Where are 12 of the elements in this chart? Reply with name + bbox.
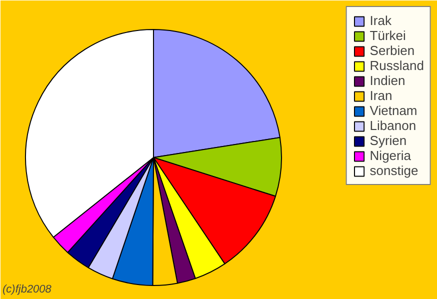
- text: (c)fjb2008: [2, 284, 52, 296]
- legend-label: Libanon: [370, 118, 416, 133]
- legend-label: Indien: [370, 73, 406, 88]
- legend-label: Nigeria: [370, 148, 411, 163]
- legend-label: sonstige: [370, 163, 418, 178]
- legend-label: Irak: [370, 13, 392, 28]
- legend-label: Vietnam: [370, 103, 418, 118]
- legend-label: Russland: [370, 58, 424, 73]
- legend-label: Syrien: [370, 133, 407, 148]
- legend-label: Serbien: [370, 43, 415, 58]
- legend-label: Türkei: [370, 28, 406, 43]
- legend-label: Iran: [370, 88, 392, 103]
